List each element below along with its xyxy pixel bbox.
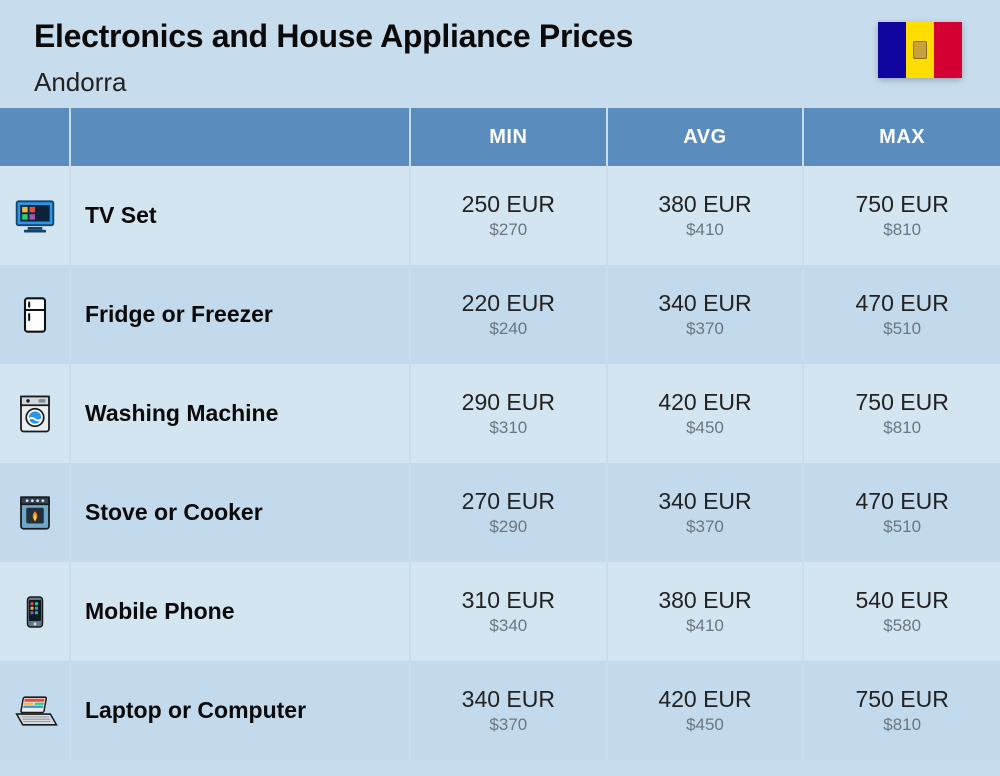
item-name: Washing Machine [70,364,410,463]
price-secondary: $340 [411,616,606,636]
price-cell-avg: 380 EUR$410 [607,166,804,265]
table-header-row: MIN AVG MAX [0,108,1000,166]
price-cell-min: 340 EUR$370 [410,661,607,760]
price-secondary: $810 [804,418,1000,438]
price-primary: 420 EUR [608,686,803,713]
price-secondary: $410 [608,616,803,636]
price-secondary: $290 [411,517,606,537]
price-primary: 340 EUR [608,290,803,317]
row-icon-cell [0,364,70,463]
price-cell-max: 470 EUR$510 [803,265,1000,364]
laptop-icon [12,688,58,734]
table-row: Fridge or Freezer220 EUR$240340 EUR$3704… [0,265,1000,364]
price-primary: 470 EUR [804,488,1000,515]
item-name: Laptop or Computer [70,661,410,760]
price-secondary: $810 [804,220,1000,240]
header-max: MAX [803,108,1000,166]
price-primary: 220 EUR [411,290,606,317]
price-secondary: $370 [608,517,803,537]
price-secondary: $510 [804,517,1000,537]
price-secondary: $580 [804,616,1000,636]
price-cell-avg: 340 EUR$370 [607,463,804,562]
price-cell-avg: 420 EUR$450 [607,364,804,463]
price-secondary: $370 [608,319,803,339]
row-icon-cell [0,661,70,760]
price-secondary: $240 [411,319,606,339]
price-primary: 540 EUR [804,587,1000,614]
phone-icon [12,589,58,635]
price-cell-avg: 340 EUR$370 [607,265,804,364]
price-cell-min: 250 EUR$270 [410,166,607,265]
price-secondary: $270 [411,220,606,240]
table-row: Stove or Cooker270 EUR$290340 EUR$370470… [0,463,1000,562]
price-cell-min: 270 EUR$290 [410,463,607,562]
price-cell-max: 750 EUR$810 [803,364,1000,463]
country-name: Andorra [34,67,966,98]
price-secondary: $810 [804,715,1000,735]
row-icon-cell [0,562,70,661]
price-primary: 750 EUR [804,686,1000,713]
price-primary: 380 EUR [608,191,803,218]
table-row: TV Set250 EUR$270380 EUR$410750 EUR$810 [0,166,1000,265]
price-secondary: $450 [608,715,803,735]
item-name: Stove or Cooker [70,463,410,562]
price-cell-max: 750 EUR$810 [803,661,1000,760]
price-primary: 250 EUR [411,191,606,218]
table-row: Washing Machine290 EUR$310420 EUR$450750… [0,364,1000,463]
price-primary: 470 EUR [804,290,1000,317]
price-secondary: $510 [804,319,1000,339]
page-title: Electronics and House Appliance Prices [34,18,966,55]
price-primary: 340 EUR [411,686,606,713]
item-name: Fridge or Freezer [70,265,410,364]
price-primary: 750 EUR [804,389,1000,416]
row-icon-cell [0,166,70,265]
price-primary: 380 EUR [608,587,803,614]
stove-icon [12,490,58,536]
washer-icon [12,391,58,437]
price-primary: 420 EUR [608,389,803,416]
price-secondary: $310 [411,418,606,438]
header-blank-name [70,108,410,166]
header-avg: AVG [607,108,804,166]
row-icon-cell [0,463,70,562]
price-primary: 340 EUR [608,488,803,515]
header: Electronics and House Appliance Prices A… [0,0,1000,108]
fridge-icon [12,292,58,338]
item-name: Mobile Phone [70,562,410,661]
header-blank-icon [0,108,70,166]
header-min: MIN [410,108,607,166]
price-secondary: $450 [608,418,803,438]
price-secondary: $410 [608,220,803,240]
row-icon-cell [0,265,70,364]
price-primary: 290 EUR [411,389,606,416]
price-cell-avg: 420 EUR$450 [607,661,804,760]
price-cell-avg: 380 EUR$410 [607,562,804,661]
price-primary: 750 EUR [804,191,1000,218]
tv-icon [12,193,58,239]
table-row: Laptop or Computer340 EUR$370420 EUR$450… [0,661,1000,760]
price-cell-max: 470 EUR$510 [803,463,1000,562]
price-primary: 310 EUR [411,587,606,614]
price-cell-min: 220 EUR$240 [410,265,607,364]
price-cell-min: 290 EUR$310 [410,364,607,463]
country-flag-icon [878,22,962,78]
price-cell-max: 750 EUR$810 [803,166,1000,265]
price-table: MIN AVG MAX TV Set250 EUR$270380 EUR$410… [0,108,1000,760]
table-row: Mobile Phone310 EUR$340380 EUR$410540 EU… [0,562,1000,661]
price-cell-max: 540 EUR$580 [803,562,1000,661]
price-primary: 270 EUR [411,488,606,515]
price-cell-min: 310 EUR$340 [410,562,607,661]
item-name: TV Set [70,166,410,265]
price-secondary: $370 [411,715,606,735]
